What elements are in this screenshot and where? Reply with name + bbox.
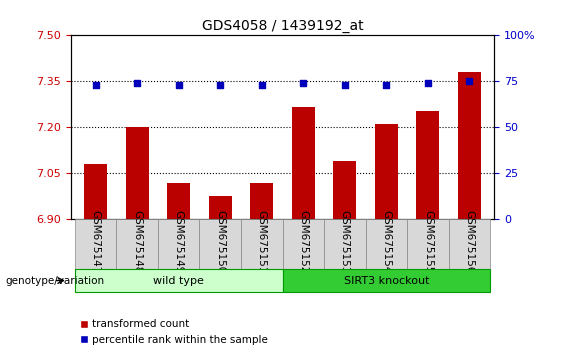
Text: GSM675153: GSM675153 xyxy=(340,210,350,274)
Text: GSM675155: GSM675155 xyxy=(423,210,433,274)
Bar xyxy=(416,110,440,219)
Bar xyxy=(375,124,398,219)
Title: GDS4058 / 1439192_at: GDS4058 / 1439192_at xyxy=(202,19,363,33)
Bar xyxy=(125,127,149,219)
Text: GSM675150: GSM675150 xyxy=(215,210,225,273)
Text: GSM675154: GSM675154 xyxy=(381,210,392,274)
Point xyxy=(423,80,432,86)
Bar xyxy=(158,219,199,269)
Bar xyxy=(407,219,449,269)
Bar xyxy=(241,219,282,269)
Bar xyxy=(167,183,190,219)
Text: GSM675148: GSM675148 xyxy=(132,210,142,274)
Text: GSM675149: GSM675149 xyxy=(173,210,184,274)
Bar xyxy=(458,72,481,219)
Bar xyxy=(116,219,158,269)
Point xyxy=(216,82,225,88)
Text: GSM675152: GSM675152 xyxy=(298,210,308,274)
Text: wild type: wild type xyxy=(153,275,204,286)
Bar xyxy=(84,164,107,219)
Point xyxy=(299,80,308,86)
Point xyxy=(133,80,142,86)
Bar xyxy=(282,269,490,292)
Point xyxy=(340,82,349,88)
Bar xyxy=(292,108,315,219)
Bar xyxy=(75,269,282,292)
Bar xyxy=(333,161,357,219)
Bar xyxy=(449,219,490,269)
Point xyxy=(382,82,391,88)
Bar xyxy=(250,183,273,219)
Point xyxy=(465,79,474,84)
Point xyxy=(91,82,100,88)
Bar xyxy=(199,219,241,269)
Bar xyxy=(324,219,366,269)
Bar xyxy=(75,219,116,269)
Text: genotype/variation: genotype/variation xyxy=(6,275,105,286)
Text: GSM675156: GSM675156 xyxy=(464,210,475,274)
Text: GSM675151: GSM675151 xyxy=(257,210,267,274)
Bar xyxy=(208,196,232,219)
Text: GSM675147: GSM675147 xyxy=(90,210,101,274)
Bar xyxy=(282,219,324,269)
Legend: transformed count, percentile rank within the sample: transformed count, percentile rank withi… xyxy=(76,315,272,349)
Bar xyxy=(366,219,407,269)
Point xyxy=(257,82,266,88)
Text: SIRT3 knockout: SIRT3 knockout xyxy=(344,275,429,286)
Point xyxy=(174,82,183,88)
